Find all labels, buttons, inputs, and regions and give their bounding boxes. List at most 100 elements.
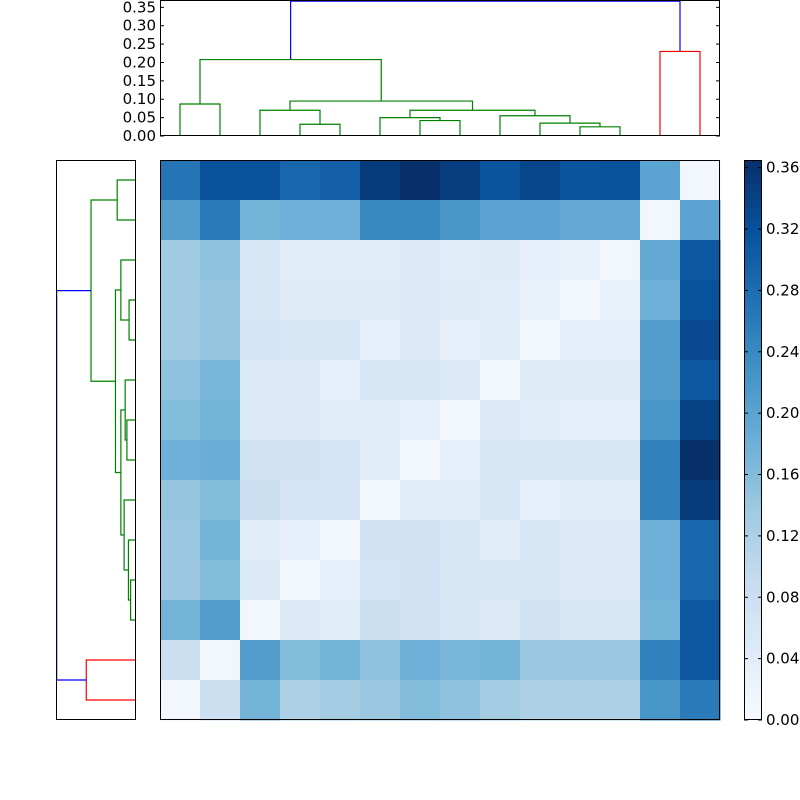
- heatmap-cell: [320, 360, 361, 401]
- colorbar-frame: [744, 160, 762, 720]
- top-dendrogram-link: [539, 122, 601, 136]
- top-dendrogram-tick-label: 0.30: [123, 17, 156, 35]
- heatmap-cell: [200, 360, 241, 401]
- heatmap-cell: [560, 640, 601, 681]
- heatmap-cell: [520, 160, 561, 201]
- heatmap-cell: [640, 240, 681, 281]
- heatmap-cell: [360, 600, 401, 641]
- heatmap-cell: [640, 520, 681, 561]
- top-dendrogram: [179, 0, 701, 136]
- heatmap-cell: [640, 640, 681, 681]
- heatmap-cell: [160, 400, 201, 441]
- heatmap-cell: [440, 440, 481, 481]
- colorbar-tick-label: 0.36: [766, 159, 799, 177]
- heatmap-cell: [400, 680, 441, 721]
- heatmap-cell: [360, 440, 401, 481]
- heatmap-cell: [400, 320, 441, 361]
- left-dendrogram-link: [120, 259, 136, 321]
- heatmap-cell: [560, 240, 601, 281]
- heatmap-cell: [360, 520, 401, 561]
- heatmap-cell: [560, 560, 601, 601]
- heatmap-cell: [440, 560, 481, 601]
- heatmap-cell: [440, 200, 481, 241]
- heatmap-cell: [680, 200, 721, 241]
- heatmap-cell: [600, 600, 641, 641]
- heatmap-cell: [360, 240, 401, 281]
- heatmap-cell: [440, 400, 481, 441]
- heatmap-cell: [480, 560, 521, 601]
- heatmap-cell: [320, 600, 361, 641]
- heatmap-cell: [520, 480, 561, 521]
- heatmap-cell: [240, 280, 281, 321]
- heatmap-cell: [680, 520, 721, 561]
- heatmap-cell: [400, 640, 441, 681]
- heatmap-cell: [560, 480, 601, 521]
- heatmap-cell: [280, 160, 321, 201]
- heatmap-cell: [520, 320, 561, 361]
- heatmap-cell: [560, 400, 601, 441]
- heatmap-cell: [640, 200, 681, 241]
- top-dendrogram-tick-label: 0.10: [123, 90, 156, 108]
- heatmap-cell: [440, 280, 481, 321]
- heatmap-cell: [320, 560, 361, 601]
- heatmap-cell: [200, 640, 241, 681]
- heatmap-cell: [560, 200, 601, 241]
- heatmap-cell: [240, 400, 281, 441]
- top-dendrogram-link: [199, 58, 382, 105]
- top-dendrogram-link: [290, 0, 681, 60]
- heatmap-cell: [480, 480, 521, 521]
- heatmap-cell: [600, 320, 641, 361]
- heatmap-cell: [360, 680, 401, 721]
- heatmap-cell: [480, 400, 521, 441]
- heatmap-cell: [240, 680, 281, 721]
- heatmap-cell: [440, 600, 481, 641]
- heatmap-cell: [200, 280, 241, 321]
- heatmap-cell: [440, 160, 481, 201]
- top-dendrogram-tick-label: 0.25: [123, 35, 156, 53]
- top-dendrogram-tick-label: 0.15: [123, 72, 156, 90]
- heatmap-cell: [360, 480, 401, 521]
- heatmap-cell: [440, 360, 481, 401]
- heatmap-cell: [240, 480, 281, 521]
- heatmap-cell: [440, 520, 481, 561]
- heatmap-cell: [360, 320, 401, 361]
- colorbar-tick-label: 0.08: [766, 588, 799, 606]
- top-dendrogram-tick-label: 0.05: [123, 109, 156, 127]
- heatmap-cell: [360, 360, 401, 401]
- heatmap-cell: [400, 560, 441, 601]
- heatmap-cell: [160, 160, 201, 201]
- heatmap-cell: [240, 600, 281, 641]
- heatmap-cell: [480, 360, 521, 401]
- heatmap-cell: [480, 600, 521, 641]
- top-dendrogram-link: [289, 100, 474, 111]
- heatmap-cell: [680, 240, 721, 281]
- colorbar-tick-label: 0.16: [766, 466, 799, 484]
- heatmap-cell: [400, 520, 441, 561]
- heatmap-cell: [320, 280, 361, 321]
- heatmap-cell: [240, 640, 281, 681]
- heatmap-cell: [160, 360, 201, 401]
- heatmap-cell: [200, 240, 241, 281]
- heatmap-cell: [160, 480, 201, 521]
- heatmap-cell: [560, 680, 601, 721]
- heatmap-cell: [640, 360, 681, 401]
- heatmap-cell: [560, 320, 601, 361]
- heatmap-cell: [640, 320, 681, 361]
- heatmap-cell: [280, 680, 321, 721]
- heatmap-cell: [320, 240, 361, 281]
- left-dendrogram-frame: [56, 160, 136, 720]
- heatmap-cell: [160, 520, 201, 561]
- heatmap-cell: [640, 480, 681, 521]
- colorbar-tick-label: 0.28: [766, 281, 799, 299]
- left-dendrogram-link: [114, 289, 121, 474]
- heatmap-cell: [320, 400, 361, 441]
- heatmap-cell: [600, 240, 641, 281]
- heatmap-cell: [320, 160, 361, 201]
- heatmap-cell: [480, 680, 521, 721]
- heatmap-cell: [160, 560, 201, 601]
- top-dendrogram-y-axis: 0.000.050.100.150.200.250.300.35: [123, 0, 720, 145]
- heatmap-cell: [360, 640, 401, 681]
- heatmap-cell: [280, 440, 321, 481]
- top-dendrogram-link: [409, 109, 536, 118]
- top-dendrogram-link: [499, 115, 571, 136]
